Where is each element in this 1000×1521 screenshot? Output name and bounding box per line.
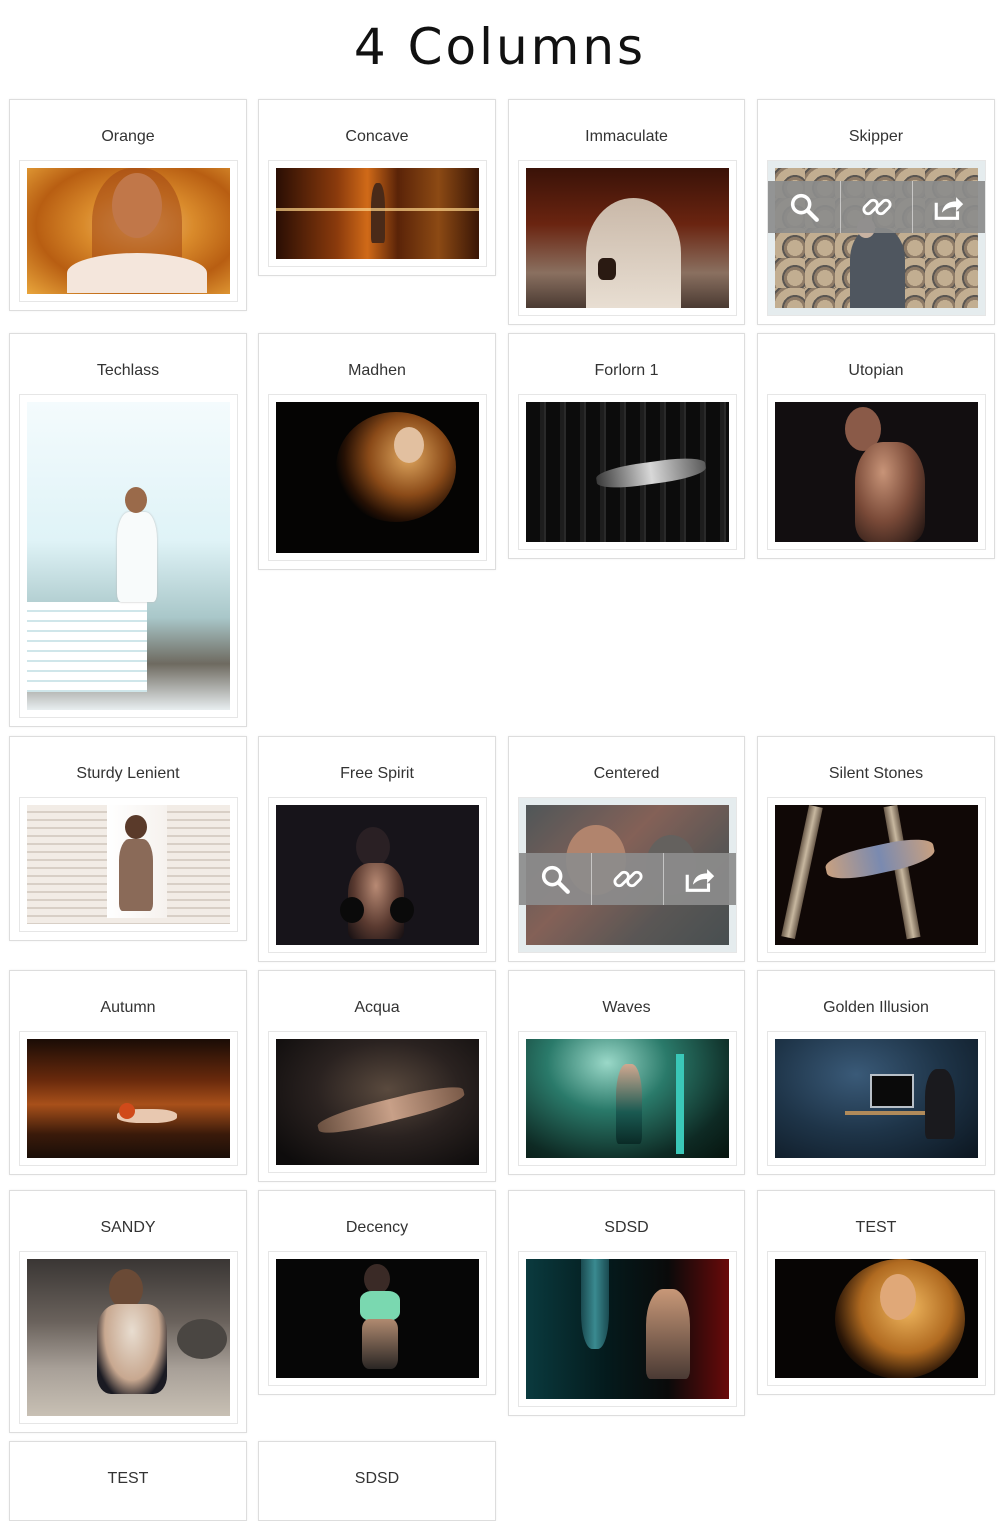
link-icon: [612, 870, 643, 888]
gallery-card-silent-stones[interactable]: Silent Stones: [757, 736, 995, 962]
gallery-card-sandy[interactable]: SANDY: [9, 1190, 247, 1433]
magnifier-icon: [541, 865, 570, 894]
magnifier-icon: [790, 193, 819, 222]
card-title[interactable]: TEST: [855, 1219, 897, 1236]
card-title[interactable]: Free Spirit: [340, 765, 414, 782]
gallery-image[interactable]: [526, 1259, 729, 1399]
card-title[interactable]: TEST: [107, 1470, 149, 1487]
share-icon: [934, 197, 964, 220]
gallery-card-madhen[interactable]: Madhen: [258, 333, 496, 570]
gallery-image[interactable]: [526, 1039, 729, 1158]
link-icon: [861, 198, 892, 216]
gallery-image[interactable]: [775, 1259, 978, 1378]
gallery-image[interactable]: [276, 1259, 479, 1378]
share-icon: [685, 869, 715, 892]
card-title[interactable]: Sturdy Lenient: [76, 765, 180, 782]
gallery-card-centered[interactable]: Centered: [508, 736, 745, 962]
card-title[interactable]: Techlass: [96, 362, 160, 379]
gallery-card-sturdy-lenient[interactable]: Sturdy Lenient: [9, 736, 247, 941]
gallery-image[interactable]: [27, 1259, 230, 1416]
share-button[interactable]: [664, 853, 736, 905]
gallery-image[interactable]: [27, 168, 230, 294]
link-button[interactable]: [841, 181, 914, 233]
card-title[interactable]: SDSD: [354, 1470, 400, 1487]
gallery-image[interactable]: [276, 168, 479, 259]
gallery-image[interactable]: [775, 1039, 978, 1158]
gallery-card-test-2[interactable]: TEST: [9, 1441, 247, 1521]
gallery-card-sdsd-2[interactable]: SDSD: [258, 1441, 496, 1521]
gallery-card-skipper[interactable]: Skipper: [757, 99, 995, 325]
card-title[interactable]: Madhen: [348, 362, 406, 379]
gallery-card-concave[interactable]: Concave: [258, 99, 496, 276]
gallery-card-autumn[interactable]: Autumn: [9, 970, 247, 1175]
gallery-card-free-spirit[interactable]: Free Spirit: [258, 736, 496, 962]
zoom-button[interactable]: [768, 181, 841, 233]
card-title[interactable]: Autumn: [100, 999, 156, 1016]
gallery-image[interactable]: [775, 805, 978, 945]
share-button[interactable]: [913, 181, 985, 233]
card-title[interactable]: Forlorn 1: [594, 362, 659, 379]
hover-overlay: [519, 853, 736, 905]
gallery-card-techlass[interactable]: Techlass: [9, 333, 247, 727]
gallery-card-decency[interactable]: Decency: [258, 1190, 496, 1395]
gallery-card-test[interactable]: TEST: [757, 1190, 995, 1395]
gallery-card-orange[interactable]: Orange: [9, 99, 247, 311]
card-title[interactable]: Golden Illusion: [823, 999, 929, 1016]
card-title[interactable]: Centered: [593, 765, 660, 782]
gallery-image[interactable]: [27, 402, 230, 710]
gallery-image[interactable]: [276, 1039, 479, 1165]
card-title[interactable]: Decency: [345, 1219, 409, 1236]
zoom-button[interactable]: [519, 853, 592, 905]
card-title[interactable]: Orange: [101, 128, 155, 145]
gallery-card-utopian[interactable]: Utopian: [757, 333, 995, 559]
gallery-image[interactable]: [27, 805, 230, 924]
card-title[interactable]: Waves: [602, 999, 651, 1016]
gallery-image[interactable]: [276, 805, 479, 945]
gallery-image[interactable]: [27, 1039, 230, 1158]
page-title: 4 Columns: [353, 18, 647, 76]
gallery-card-sdsd[interactable]: SDSD: [508, 1190, 745, 1416]
card-title[interactable]: SANDY: [100, 1219, 156, 1236]
hover-overlay: [768, 181, 985, 233]
gallery-card-acqua[interactable]: Acqua: [258, 970, 496, 1182]
card-title[interactable]: Acqua: [354, 999, 400, 1016]
link-button[interactable]: [592, 853, 665, 905]
gallery-card-forlorn-1[interactable]: Forlorn 1: [508, 333, 745, 559]
card-title[interactable]: Immaculate: [585, 128, 668, 145]
card-title[interactable]: Utopian: [848, 362, 904, 379]
card-title[interactable]: SDSD: [604, 1219, 649, 1236]
card-title[interactable]: Silent Stones: [828, 765, 924, 782]
gallery-card-golden-illusion[interactable]: Golden Illusion: [757, 970, 995, 1175]
card-title[interactable]: Skipper: [848, 128, 904, 145]
gallery-image[interactable]: [276, 402, 479, 553]
gallery-card-immaculate[interactable]: Immaculate: [508, 99, 745, 325]
gallery-card-waves[interactable]: Waves: [508, 970, 745, 1175]
gallery-image[interactable]: [526, 168, 729, 308]
gallery-image[interactable]: [526, 402, 729, 542]
gallery-image[interactable]: [775, 402, 978, 542]
card-title[interactable]: Concave: [345, 128, 409, 145]
